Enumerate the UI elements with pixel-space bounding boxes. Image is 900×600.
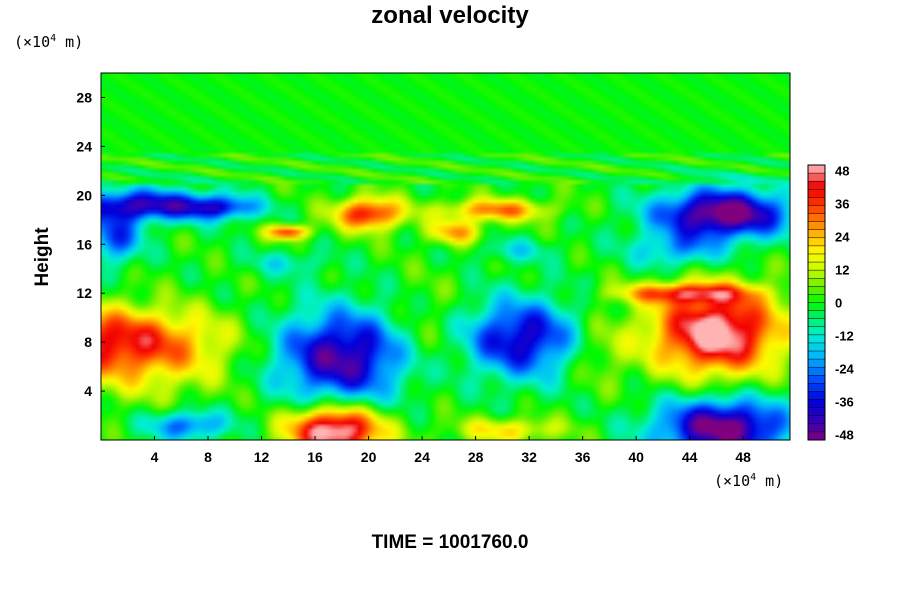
colorbar-swatch — [808, 351, 825, 360]
x-tick-label: 12 — [254, 449, 270, 465]
colorbar-swatch — [808, 229, 825, 239]
colorbar-swatch — [808, 294, 825, 303]
velocity-field — [101, 73, 790, 440]
colorbar-label: -36 — [835, 395, 854, 410]
colorbar-frame — [807, 164, 826, 441]
x-tick-label: 24 — [414, 449, 430, 465]
colorbar-swatch — [808, 423, 825, 433]
colorbar-swatch — [808, 245, 825, 255]
y-tick-label: 16 — [76, 236, 92, 252]
colorbar-swatch — [808, 165, 825, 174]
colorbar-swatch — [808, 237, 825, 247]
x-tick-label: 4 — [151, 449, 159, 465]
x-tick-label: 32 — [521, 449, 537, 465]
colorbar-swatch — [808, 407, 825, 417]
colorbar-label: 48 — [835, 164, 849, 179]
y-tick-label: 8 — [84, 334, 92, 350]
colorbar-swatch — [808, 326, 825, 336]
x-units-unit: m) — [756, 472, 784, 490]
y-units-label: (×104 m) — [14, 33, 83, 51]
x-units-base: (×10 — [714, 472, 751, 490]
colorbar-swatch — [808, 415, 825, 425]
colorbar-swatch — [808, 318, 825, 328]
colorbar-label: -24 — [835, 362, 855, 377]
y-units-exponent: 4 — [50, 33, 57, 44]
colorbar-swatch — [808, 302, 825, 311]
colorbar-swatch — [808, 253, 825, 263]
colorbar-swatch — [808, 383, 825, 392]
colorbar-label: -12 — [835, 329, 854, 344]
colorbar-swatch — [808, 391, 825, 400]
chart-title: zonal velocity — [371, 2, 529, 29]
colorbar-label: 0 — [835, 296, 842, 311]
x-tick-label: 28 — [468, 449, 484, 465]
plot-frame — [100, 72, 791, 441]
x-tick-label: 40 — [628, 449, 644, 465]
colorbar-swatch — [808, 262, 825, 271]
colorbar-swatch — [808, 205, 825, 214]
colorbar-swatch — [808, 173, 825, 182]
colorbar-swatch — [808, 286, 825, 295]
colorbar-label: 36 — [835, 197, 849, 212]
x-units-exponent: 4 — [750, 472, 757, 483]
colorbar-swatch — [808, 334, 825, 344]
x-tick-label: 20 — [361, 449, 377, 465]
colorbar-swatch — [808, 367, 825, 376]
x-tick-label: 16 — [307, 449, 323, 465]
y-units-base: (×10 — [14, 33, 51, 51]
x-tick-label: 36 — [575, 449, 591, 465]
colorbar-swatch — [808, 399, 825, 409]
colorbar-swatch — [808, 221, 825, 231]
y-tick-label: 20 — [76, 187, 92, 203]
colorbar-swatch — [808, 359, 825, 368]
x-units-label: (×104 m) — [714, 472, 783, 490]
colorbar-swatch — [808, 189, 825, 198]
colorbar-swatch — [808, 278, 825, 287]
y-tick-label: 4 — [84, 383, 92, 399]
colorbar-label: -48 — [835, 428, 854, 443]
colorbar-swatch — [808, 342, 825, 352]
colorbar-label: 24 — [835, 230, 850, 245]
y-tick-label: 24 — [76, 138, 92, 154]
y-tick-label: 12 — [76, 285, 92, 301]
colorbar-swatch — [808, 213, 825, 223]
colorbar-swatch — [808, 197, 825, 206]
colorbar-swatch — [808, 181, 825, 190]
colorbar-swatch — [808, 310, 825, 320]
x-tick-label: 8 — [204, 449, 212, 465]
x-tick-label: 44 — [682, 449, 698, 465]
y-tick-label: 28 — [76, 89, 92, 105]
colorbar-swatch — [808, 270, 825, 279]
colorbar-label: 12 — [835, 263, 849, 278]
y-units-unit: m) — [56, 33, 84, 51]
colorbar-swatch — [808, 375, 825, 384]
colorbar-swatch — [808, 431, 825, 441]
time-label: TIME = 1001760.0 — [371, 532, 529, 553]
x-tick-label: 48 — [735, 449, 751, 465]
